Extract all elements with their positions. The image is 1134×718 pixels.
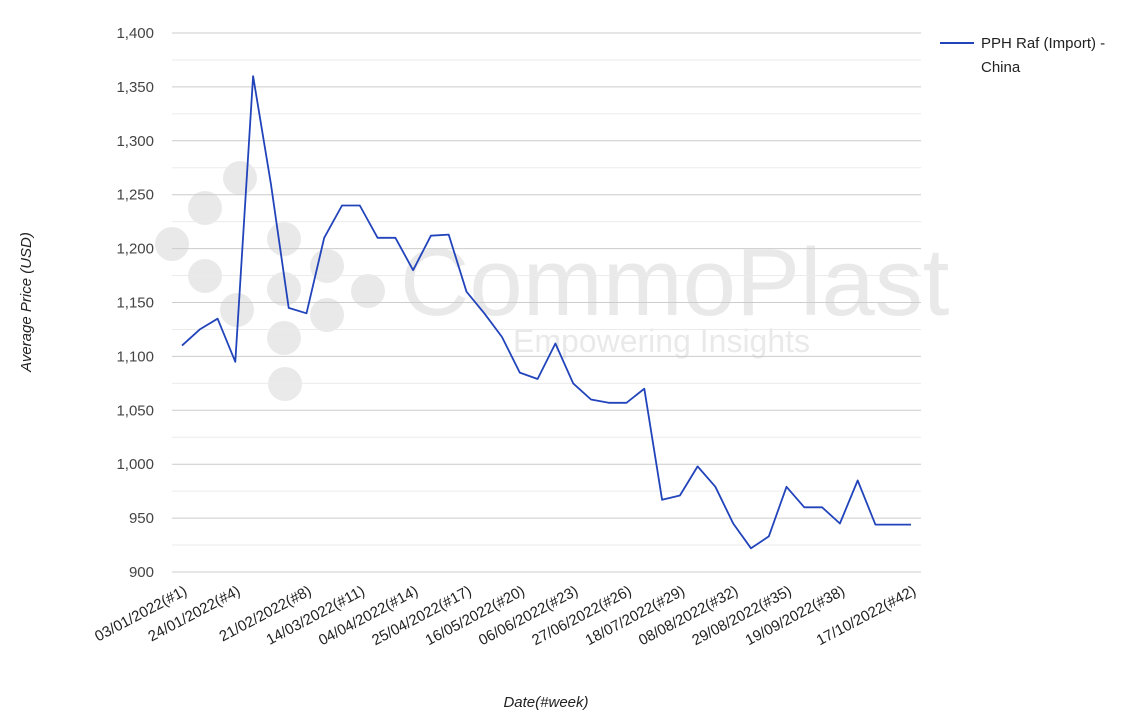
x-axis-title: Date(#week) bbox=[503, 694, 588, 711]
legend-label-line2: China bbox=[981, 59, 1021, 76]
watermark-dot bbox=[220, 293, 254, 327]
watermark-tagline: Empowering Insights bbox=[513, 323, 810, 359]
y-tick-label: 950 bbox=[129, 510, 154, 527]
y-tick-label: 1,150 bbox=[116, 295, 154, 312]
y-tick-label: 1,200 bbox=[116, 241, 154, 258]
y-tick-label: 1,050 bbox=[116, 402, 154, 419]
y-tick-label: 1,100 bbox=[116, 348, 154, 365]
legend: PPH Raf (Import) - China bbox=[940, 35, 1105, 76]
y-tick-label: 1,250 bbox=[116, 187, 154, 204]
watermark-logo: CommoPlast Empowering Insights bbox=[155, 161, 949, 401]
y-tick-label: 900 bbox=[129, 564, 154, 581]
watermark-dot bbox=[267, 321, 301, 355]
watermark-dot bbox=[155, 227, 189, 261]
watermark-dot bbox=[223, 161, 257, 195]
y-axis-ticks: 900 950 1,000 1,050 1,100 1,150 1,200 1,250 1,30… bbox=[116, 25, 154, 581]
y-tick-label: 1,400 bbox=[116, 25, 154, 42]
x-axis-ticks: 03/01/2022(#1)24/01/2022(#4)21/02/2022(#… bbox=[92, 583, 919, 650]
watermark-dot bbox=[310, 298, 344, 332]
grid-lines bbox=[172, 32, 921, 573]
watermark-dot bbox=[351, 274, 385, 308]
y-axis-title: Average Price (USD) bbox=[18, 232, 35, 373]
y-tick-label: 1,000 bbox=[116, 456, 154, 473]
y-tick-label: 1,300 bbox=[116, 133, 154, 150]
watermark-dot bbox=[310, 249, 344, 283]
series-layer bbox=[181, 75, 911, 550]
legend-label-line1: PPH Raf (Import) - bbox=[981, 35, 1105, 52]
watermark-brand: CommoPlast bbox=[400, 229, 949, 336]
watermark-dot bbox=[267, 272, 301, 306]
watermark-dot bbox=[268, 367, 302, 401]
watermark-dot bbox=[188, 191, 222, 225]
y-tick-label: 1,350 bbox=[116, 79, 154, 96]
series-line bbox=[181, 75, 911, 550]
watermark-dot bbox=[267, 222, 301, 256]
